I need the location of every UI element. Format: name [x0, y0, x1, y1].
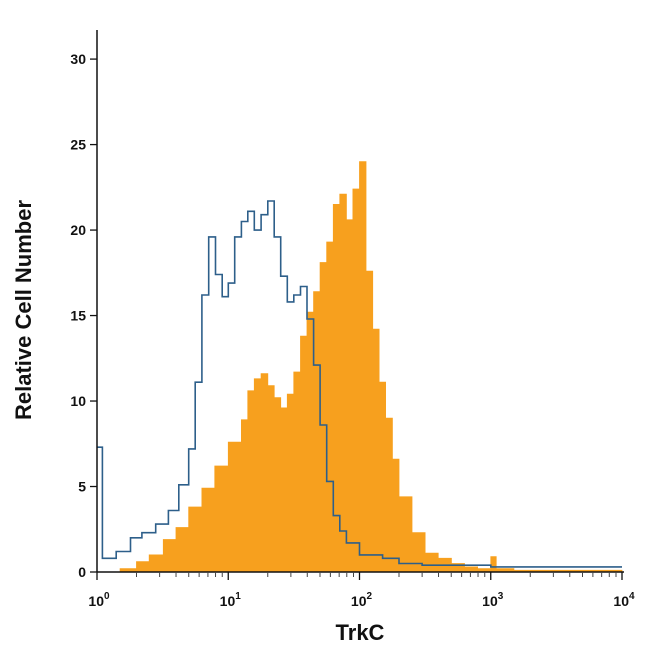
y-axis-ticks: 0 5 10 15 20 25 30: [70, 51, 97, 580]
x-tick-label-3: 103: [482, 591, 504, 609]
series-0-outline-histogram: [97, 200, 622, 568]
y-tick-label-5: 5: [78, 479, 86, 495]
y-tick-label-25: 25: [70, 137, 86, 153]
y-tick-label-10: 10: [70, 393, 86, 409]
x-axis-ticks: 100 101 102 103 104: [88, 572, 635, 609]
x-axis-title: TrkC: [336, 620, 385, 645]
x-tick-label-2: 102: [351, 591, 373, 609]
y-tick-label-15: 15: [70, 308, 86, 324]
y-axis-title: Relative Cell Number: [11, 200, 36, 421]
series-layer: [97, 161, 623, 573]
y-tick-label-0: 0: [78, 564, 86, 580]
y-tick-label-30: 30: [70, 51, 86, 67]
x-tick-label-4: 104: [613, 591, 635, 609]
x-tick-label-0: 100: [88, 591, 110, 609]
y-tick-label-20: 20: [70, 222, 86, 238]
x-tick-label-1: 101: [220, 591, 242, 609]
series-1-filled-histogram: [97, 161, 623, 573]
